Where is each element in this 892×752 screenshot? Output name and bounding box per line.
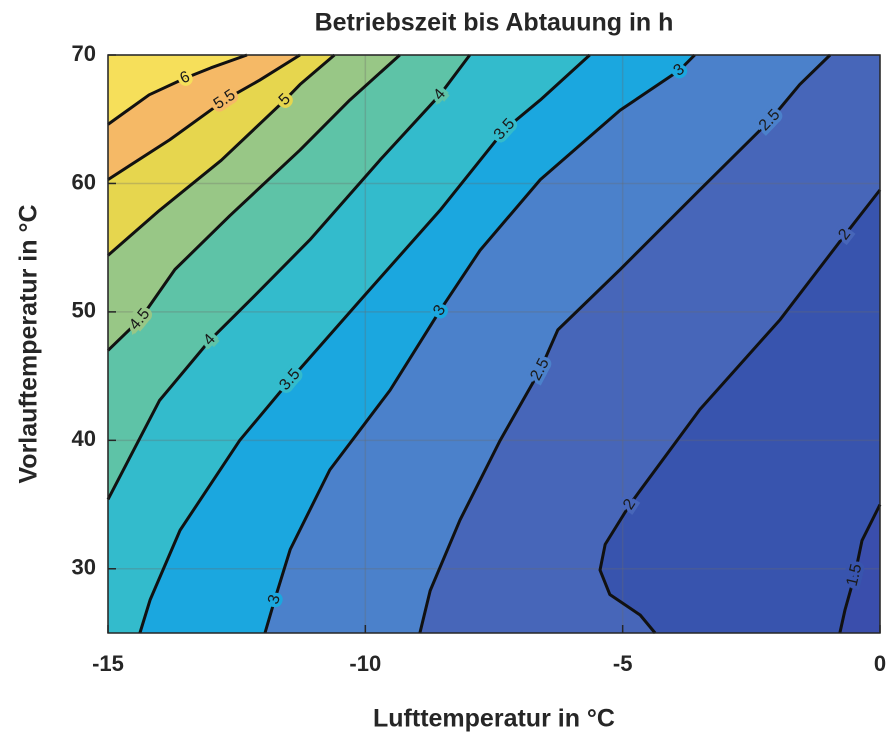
contour-fill xyxy=(108,55,247,125)
contour-line xyxy=(107,53,248,126)
contour-line xyxy=(418,53,832,634)
y-axis-label: Vorlauftemperatur in °C xyxy=(15,204,43,483)
x-tick-label: -15 xyxy=(92,651,124,676)
y-tick-label: 60 xyxy=(72,169,96,194)
axes: -15 -10 -5 0 30 40 50 60 70 xyxy=(72,41,887,676)
contour-line xyxy=(138,53,591,634)
contour-line xyxy=(107,53,336,257)
x-tick-label: -10 xyxy=(349,651,381,676)
contour-line xyxy=(838,503,882,634)
contour-line xyxy=(263,53,696,634)
contour-line xyxy=(106,53,401,352)
x-axis-label: Lufttemperatur in °C xyxy=(373,705,615,733)
contour-line xyxy=(107,53,301,181)
y-tick-label: 40 xyxy=(72,426,96,451)
y-tick-label: 30 xyxy=(72,555,96,580)
contour-line xyxy=(106,54,472,501)
x-tick-label: -5 xyxy=(613,651,633,676)
y-tick-label: 70 xyxy=(72,41,96,66)
chart-title: Betriebszeit bis Abtauung in h xyxy=(315,9,674,37)
plot-frame xyxy=(107,54,881,634)
x-tick-label: 0 xyxy=(874,651,886,676)
contour-line xyxy=(598,188,882,634)
contour-lines xyxy=(106,53,882,634)
y-tick-label: 50 xyxy=(72,298,96,323)
